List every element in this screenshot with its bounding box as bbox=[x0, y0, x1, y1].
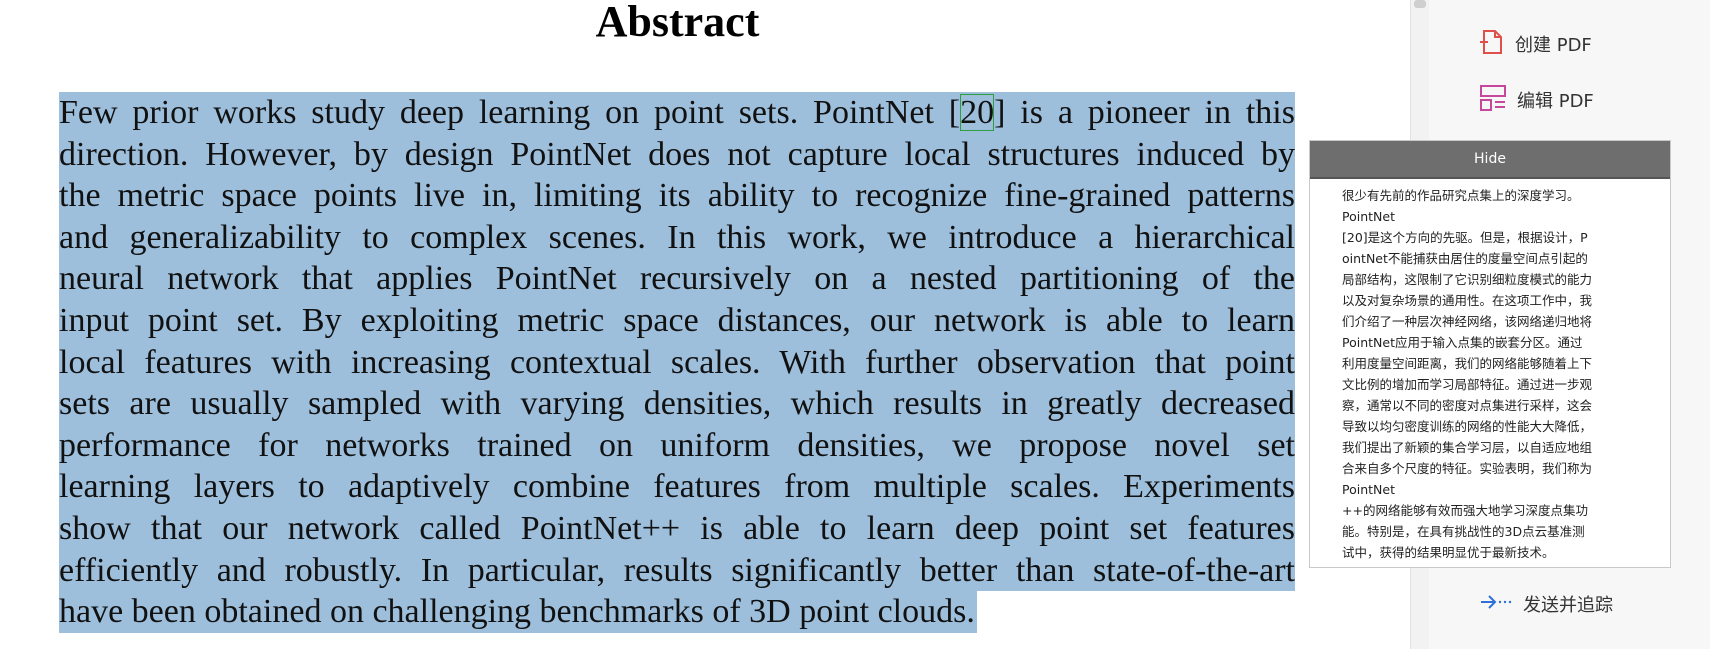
translation-popup: Hide 很少有先前的作品研究点集上的深度学习。 PointNet [20]是这… bbox=[1309, 140, 1671, 568]
abstract-line: input point set. By exploiting metric sp… bbox=[59, 299, 1295, 342]
edit-pdf-button[interactable]: 编辑 PDF bbox=[1479, 80, 1594, 120]
abstract-line: performance for networks trained on unif… bbox=[59, 424, 1295, 467]
translation-line: 利用度量空间距离，我们的网络能够随着上下 bbox=[1342, 356, 1593, 371]
scrollbar-thumb[interactable] bbox=[1414, 0, 1426, 8]
create-pdf-label: 创建 PDF bbox=[1515, 35, 1592, 56]
translation-line: 能。特别是，在具有挑战性的3D点云基准测 bbox=[1342, 524, 1585, 539]
translation-line: ++的网络能够有效而强大地学习深度点集功 bbox=[1342, 503, 1588, 518]
abstract-text[interactable]: Few prior works study deep learning on p… bbox=[59, 92, 1295, 633]
abstract-line: and generalizability to complex scenes. … bbox=[59, 216, 1295, 259]
translation-line: PointNet bbox=[1342, 482, 1395, 497]
abstract-line: efficiently and robustly. In particular,… bbox=[59, 549, 1295, 592]
send-track-label: 发送并追踪 bbox=[1523, 595, 1613, 616]
hide-label: Hide bbox=[1474, 151, 1506, 167]
translation-line: 局部结构，这限制了它识别细粒度模式的能力 bbox=[1342, 272, 1593, 287]
abstract-heading: Abstract bbox=[595, 0, 760, 46]
citation-link[interactable]: 20 bbox=[960, 94, 995, 131]
edit-pdf-icon bbox=[1479, 84, 1507, 116]
translation-line: 们介绍了一种层次神经网络，该网络递归地将 bbox=[1342, 314, 1593, 329]
abstract-line: direction. However, by design PointNet d… bbox=[59, 133, 1295, 176]
translation-line: PointNet bbox=[1342, 209, 1395, 224]
translation-line: 察，通常以不同的密度对点集进行采样，这会 bbox=[1342, 398, 1593, 413]
translation-text: 很少有先前的作品研究点集上的深度学习。 PointNet [20]是这个方向的先… bbox=[1310, 179, 1670, 565]
create-pdf-icon bbox=[1479, 28, 1505, 60]
translation-line: [20]是这个方向的先驱。但是，根据设计，P bbox=[1342, 230, 1588, 245]
abstract-line: show that our network called PointNet++ … bbox=[59, 507, 1295, 550]
translation-line: 以及对复杂场景的通用性。在这项工作中，我 bbox=[1342, 293, 1593, 308]
hide-popup-button[interactable]: Hide bbox=[1310, 141, 1670, 179]
translation-line: 试中，获得的结果明显优于最新技术。 bbox=[1342, 545, 1555, 560]
edit-pdf-label: 编辑 PDF bbox=[1517, 91, 1594, 112]
abstract-line: local features with increasing contextua… bbox=[59, 341, 1295, 384]
send-arrow-icon bbox=[1479, 592, 1513, 616]
abstract-line: neural network that applies PointNet rec… bbox=[59, 258, 1295, 300]
translation-line: 导致以均匀密度训练的网络的性能大大降低， bbox=[1342, 419, 1593, 434]
translation-line: ointNet不能捕获由居住的度量空间点引起的 bbox=[1342, 251, 1588, 266]
translation-line: 文比例的增加而学习局部特征。通过进一步观 bbox=[1342, 377, 1593, 392]
pdf-document-view[interactable]: Abstract Few prior works study deep lear… bbox=[0, 0, 1410, 649]
translation-line: 我们提出了新颖的集合学习层，以自适应地组 bbox=[1342, 440, 1593, 455]
translation-line: 合来自多个尺度的特征。实验表明，我们称为 bbox=[1342, 461, 1593, 476]
translation-line: 很少有先前的作品研究点集上的深度学习。 bbox=[1342, 188, 1580, 203]
abstract-line-1: Few prior works study deep learning on p… bbox=[59, 92, 1295, 134]
abstract-line: have been obtained on challenging benchm… bbox=[59, 591, 977, 633]
translation-line: PointNet应用于输入点集的嵌套分区。通过 bbox=[1342, 335, 1583, 350]
create-pdf-button[interactable]: 创建 PDF bbox=[1479, 24, 1592, 64]
abstract-line: learning layers to adaptively combine fe… bbox=[59, 466, 1295, 508]
send-track-button[interactable]: 发送并追踪 bbox=[1479, 584, 1613, 624]
abstract-line: sets are usually sampled with varying de… bbox=[59, 383, 1295, 425]
abstract-line: the metric space points live in, limitin… bbox=[59, 175, 1295, 217]
